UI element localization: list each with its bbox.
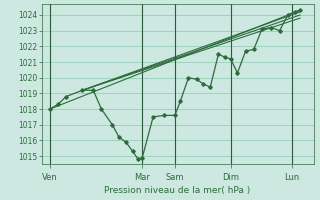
X-axis label: Pression niveau de la mer( hPa ): Pression niveau de la mer( hPa ) <box>104 186 251 195</box>
